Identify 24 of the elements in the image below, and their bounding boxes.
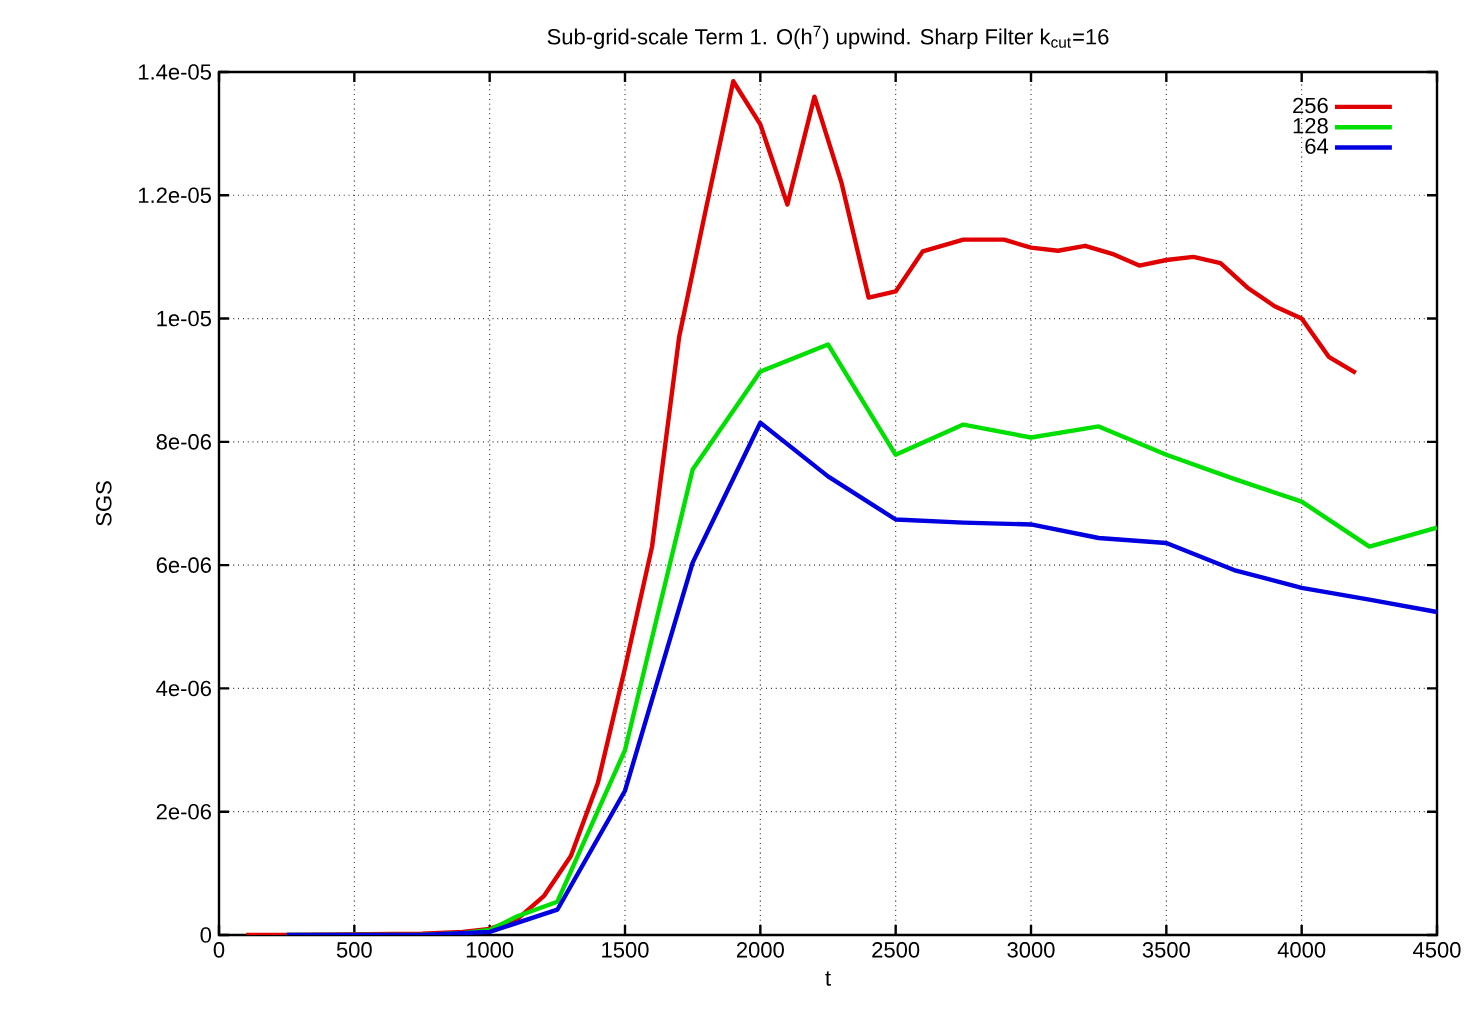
legend-label: 256 [1293,97,1328,114]
y-tick-label: 1.2e-05 [138,187,211,204]
x-tick-label: 3500 [1142,942,1190,958]
x-tick-label: 4500 [1413,942,1461,958]
y-tick-label: 1e-05 [157,310,211,327]
x-tick-label: 1000 [466,942,514,958]
x-tick-label: 3000 [1007,942,1055,958]
x-tick-label: 2500 [872,942,920,958]
chart-title: Sub-grid-scale Term 1. O(h$^{7}$) upwind. Sharp Filter k$_{cut}$=16 [547,25,1109,49]
y-axis-title: SGS [96,481,112,526]
y-tick-label: 1.4e-05 [138,64,211,80]
legend-label: 64 [1305,138,1329,154]
x-tick-label: 1500 [602,942,649,958]
x-tick-label: 500 [336,942,372,958]
x-tick-label: 2000 [736,942,784,958]
x-tick-label: 0 [213,942,225,958]
y-tick-label: 2e-06 [156,803,211,820]
x-axis-title: t [825,971,831,986]
y-tick-label: 8e-06 [156,434,211,450]
legend-label: 128 [1293,118,1328,134]
y-tick-label: 6e-06 [156,557,211,573]
y-tick-label: 0 [200,927,212,943]
y-tick-label: 4e-06 [156,680,211,697]
x-tick-label: 4000 [1277,942,1326,958]
